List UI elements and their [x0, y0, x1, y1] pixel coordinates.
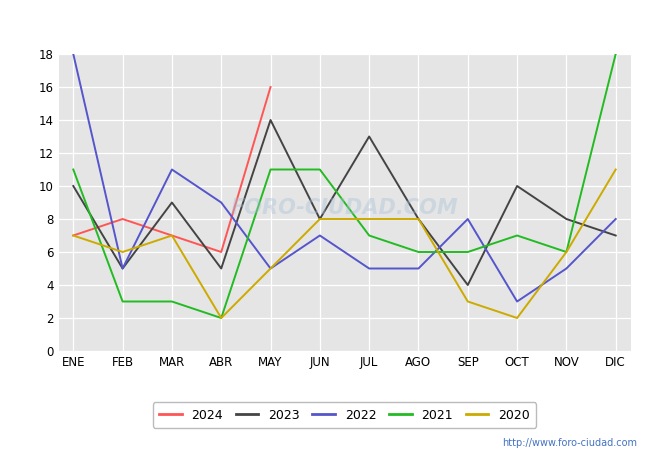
Text: Matriculaciones de Vehiculos en Vinyols i els Arcs: Matriculaciones de Vehiculos en Vinyols …	[127, 16, 523, 31]
Text: http://www.foro-ciudad.com: http://www.foro-ciudad.com	[502, 438, 637, 448]
Text: FORO-CIUDAD.COM: FORO-CIUDAD.COM	[231, 198, 458, 218]
Legend: 2024, 2023, 2022, 2021, 2020: 2024, 2023, 2022, 2021, 2020	[153, 402, 536, 428]
